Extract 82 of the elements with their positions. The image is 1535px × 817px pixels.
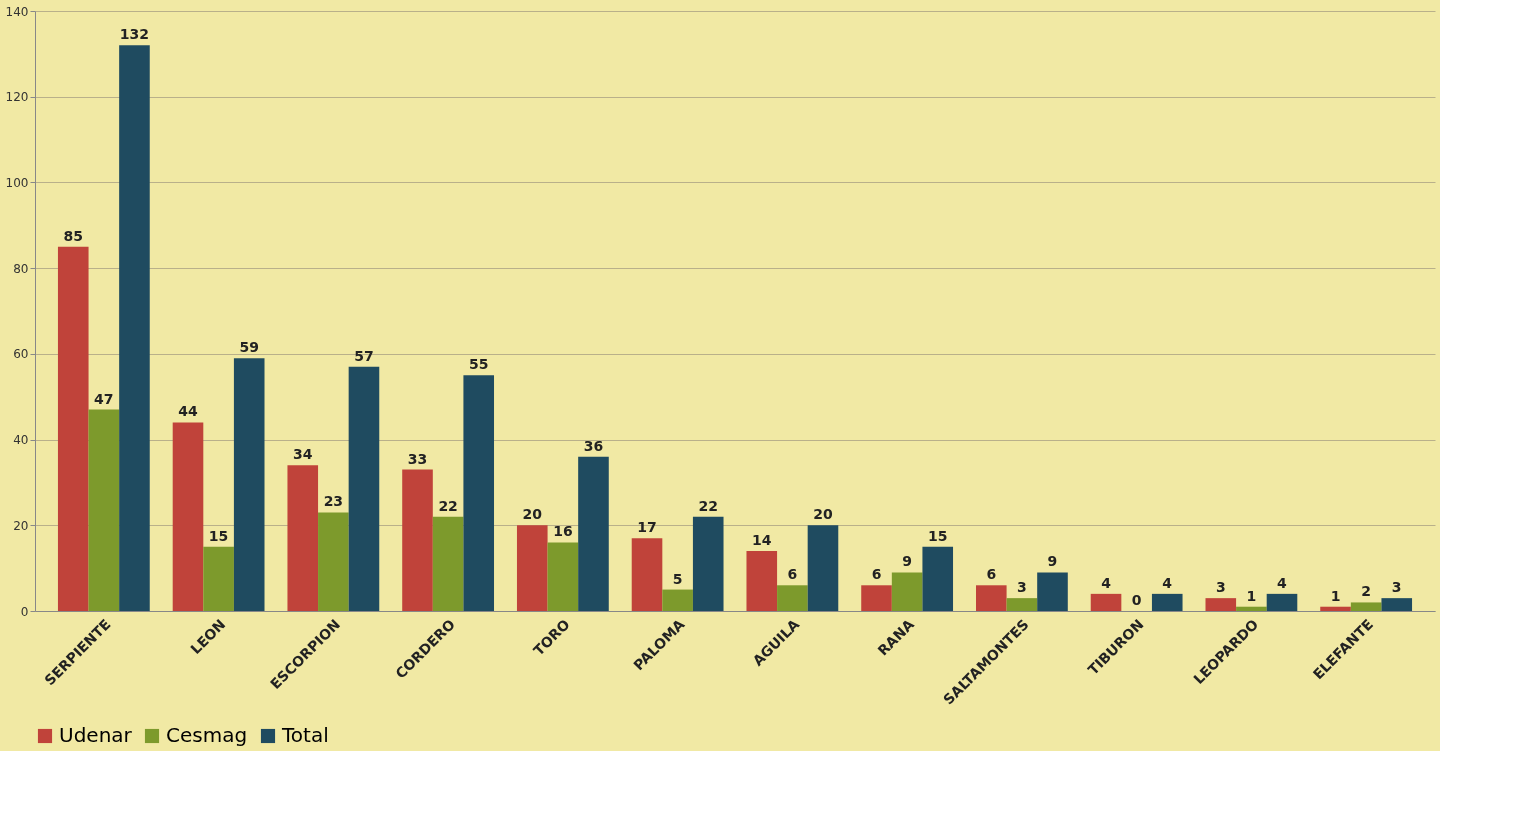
data-label: 1	[1330, 587, 1341, 604]
bar	[1320, 606, 1351, 611]
data-label: 23	[323, 493, 344, 510]
data-label: 16	[553, 523, 573, 540]
y-tick-label: 20	[13, 518, 29, 533]
data-label: 47	[94, 390, 114, 407]
bar	[1151, 593, 1183, 611]
bar	[287, 465, 319, 611]
data-label: 55	[468, 356, 489, 373]
bar	[777, 585, 808, 611]
data-label: 34	[293, 446, 313, 463]
bar	[746, 551, 778, 611]
bar	[1236, 606, 1267, 611]
y-tick-label: 100	[5, 175, 29, 190]
y-tick-label: 140	[5, 4, 29, 19]
bar	[578, 456, 609, 611]
bar	[88, 409, 120, 611]
bar	[692, 516, 724, 611]
data-label: 5	[672, 570, 683, 587]
data-label: 59	[239, 339, 259, 356]
data-label: 0	[1131, 592, 1142, 608]
data-label: 85	[63, 227, 83, 244]
data-label: 6	[986, 566, 997, 583]
data-label: 3	[1391, 579, 1402, 596]
data-label: 22	[698, 497, 718, 514]
data-label: 6	[871, 566, 882, 583]
data-label: 9	[1047, 553, 1058, 570]
data-label: 22	[438, 497, 458, 514]
bar	[318, 512, 349, 611]
bar	[1037, 572, 1068, 611]
bar	[662, 589, 693, 611]
data-label: 3	[1017, 579, 1027, 596]
bar	[807, 525, 839, 611]
bar	[119, 45, 150, 611]
data-label: 14	[752, 532, 772, 548]
bar	[922, 546, 954, 611]
y-tick-label: 80	[13, 261, 29, 276]
bar	[975, 585, 1007, 611]
y-tick-label: 40	[13, 433, 29, 448]
data-label: 20	[522, 506, 543, 523]
bar	[432, 516, 464, 611]
data-label: 132	[119, 26, 150, 43]
bar	[348, 366, 380, 611]
data-label: 36	[583, 437, 604, 454]
data-label: 44	[178, 403, 198, 420]
data-label: 15	[927, 527, 948, 544]
bar	[1090, 593, 1122, 611]
data-label: 17	[637, 519, 657, 536]
data-label: 4	[1162, 574, 1173, 591]
y-tick-label: 60	[13, 347, 29, 362]
bar	[1381, 598, 1413, 611]
data-label: 57	[354, 347, 374, 364]
bar	[861, 585, 892, 611]
data-label: 4	[1101, 574, 1112, 591]
bar	[463, 375, 495, 611]
data-label: 3	[1215, 579, 1226, 596]
data-label: 33	[407, 450, 428, 467]
legend-label: Total	[281, 723, 329, 747]
bar	[172, 422, 204, 611]
legend-label: Cesmag	[166, 723, 248, 747]
data-label: 2	[1361, 583, 1372, 600]
bar	[203, 546, 234, 611]
data-label: 1	[1246, 587, 1257, 604]
data-label: 15	[208, 527, 229, 544]
y-tick-label: 120	[5, 90, 29, 105]
y-tick-label: 0	[20, 604, 29, 619]
bar	[1266, 593, 1298, 611]
bar	[402, 469, 433, 611]
bar	[631, 538, 663, 611]
bar	[1350, 602, 1382, 611]
data-label: 20	[813, 506, 833, 523]
bar	[547, 542, 579, 611]
data-label: 4	[1277, 574, 1288, 591]
data-label: 9	[902, 553, 913, 570]
bar	[891, 572, 923, 611]
bar	[57, 246, 89, 611]
bar	[516, 525, 548, 611]
data-label: 6	[787, 566, 798, 583]
legend-label: Udenar	[59, 723, 133, 747]
bar	[233, 358, 265, 611]
bar	[1205, 598, 1237, 611]
bar	[1006, 598, 1038, 611]
